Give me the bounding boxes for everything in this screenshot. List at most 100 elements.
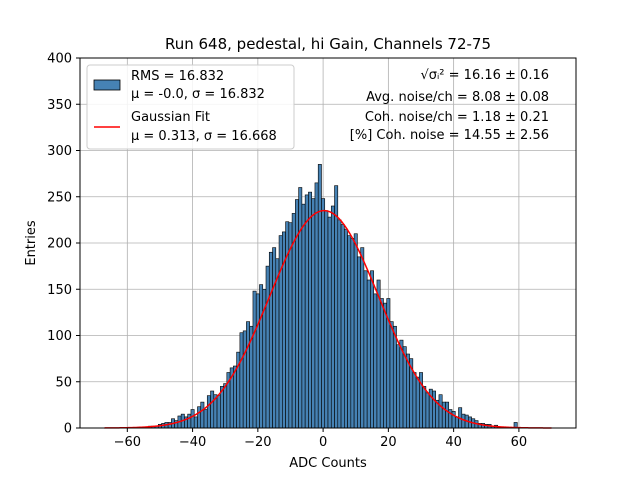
histogram-bar bbox=[193, 416, 198, 429]
histogram-bar bbox=[187, 413, 192, 429]
histogram-bar bbox=[210, 390, 215, 429]
histogram-bar bbox=[197, 406, 202, 429]
histogram-bar bbox=[203, 409, 208, 429]
gaussian-fit-curve bbox=[104, 209, 552, 429]
histogram-bar bbox=[311, 198, 316, 429]
histogram-bar bbox=[239, 332, 244, 429]
histogram-bar bbox=[350, 238, 355, 429]
y-tick-label: 0 bbox=[64, 422, 72, 437]
histogram-bar bbox=[304, 194, 309, 429]
histogram-bar bbox=[392, 325, 397, 429]
histogram-bar bbox=[324, 210, 329, 429]
histogram-bar bbox=[334, 185, 339, 429]
histogram-bar bbox=[432, 390, 436, 429]
legend: RMS = 16.832 μ = -0.0, σ = 16.832 Gaussi… bbox=[86, 64, 295, 150]
x-tick-label: 20 bbox=[380, 435, 397, 450]
histogram-bar bbox=[268, 251, 273, 429]
histogram-bar bbox=[399, 339, 404, 429]
legend-histogram-label: RMS = 16.832 bbox=[131, 69, 224, 84]
y-tick-label: 200 bbox=[47, 237, 72, 252]
y-tick-label: 350 bbox=[47, 98, 72, 113]
histogram-bar bbox=[422, 386, 427, 429]
histogram-bar bbox=[347, 235, 352, 429]
annotation-coh-noise-percent: [%] Coh. noise = 14.55 ± 2.56 bbox=[350, 128, 549, 143]
annotation-avg-noise: Avg. noise/ch = 8.08 ± 0.08 bbox=[366, 90, 549, 105]
y-tick-label: 100 bbox=[47, 329, 72, 344]
histogram-bar bbox=[308, 191, 312, 429]
histogram-bar bbox=[370, 270, 374, 429]
histogram-bar bbox=[252, 290, 257, 429]
annotation-sigma-symbol: √σᵢ² bbox=[420, 68, 444, 83]
histogram-bar bbox=[330, 205, 335, 429]
x-tick-label: 40 bbox=[445, 435, 462, 450]
chart-title: Run 648, pedestal, hi Gain, Channels 72-… bbox=[165, 35, 491, 53]
legend-fit-sublabel: μ = 0.313, σ = 16.668 bbox=[131, 129, 277, 144]
histogram-bar bbox=[278, 235, 283, 429]
histogram-bar bbox=[366, 279, 371, 429]
histogram-bar bbox=[206, 395, 211, 429]
x-tick-label: −60 bbox=[114, 435, 141, 450]
histogram-bar bbox=[376, 279, 381, 429]
histogram-bar bbox=[360, 247, 365, 429]
y-axis-label: Entries bbox=[24, 220, 39, 266]
y-tick-label: 250 bbox=[47, 190, 72, 205]
y-tick-label: 50 bbox=[55, 375, 72, 390]
histogram-bar bbox=[223, 383, 228, 429]
histogram-bar bbox=[441, 401, 446, 429]
histogram-bar bbox=[246, 321, 250, 429]
x-tick-label: −20 bbox=[244, 435, 271, 450]
legend-box bbox=[86, 64, 295, 150]
histogram-bar bbox=[337, 219, 342, 429]
noise-annotations: √σᵢ² = 16.16 ± 0.16 Avg. noise/ch = 8.08… bbox=[350, 68, 549, 143]
histogram-bar bbox=[190, 409, 195, 429]
histogram-bar bbox=[314, 182, 319, 429]
histogram-bar bbox=[288, 222, 293, 429]
histogram-bar bbox=[200, 401, 205, 429]
histogram-bar bbox=[233, 365, 237, 429]
histogram-bar bbox=[255, 293, 260, 429]
annotation-sigma-value: = 16.16 ± 0.16 bbox=[445, 68, 549, 83]
histogram-bar bbox=[216, 395, 221, 429]
histogram-bar bbox=[317, 164, 322, 429]
x-axis-ticks: −60 −40 −20 0 20 40 60 bbox=[114, 428, 528, 450]
histogram-bars bbox=[138, 164, 518, 429]
histogram-bar bbox=[445, 401, 450, 429]
histogram-bar bbox=[275, 258, 280, 429]
histogram-bar bbox=[412, 372, 417, 429]
histogram-bar bbox=[242, 330, 247, 429]
y-axis-ticks: 0 50 100 150 200 250 300 350 400 bbox=[47, 52, 80, 437]
histogram-bar bbox=[415, 376, 420, 429]
y-tick-label: 300 bbox=[47, 144, 72, 159]
histogram-bar bbox=[340, 224, 345, 429]
legend-histogram-sublabel: μ = -0.0, σ = 16.832 bbox=[131, 87, 265, 102]
histogram-bar bbox=[298, 187, 303, 429]
histogram-bar bbox=[321, 198, 326, 429]
x-tick-label: 60 bbox=[511, 435, 528, 450]
histogram-bar bbox=[383, 302, 388, 429]
y-tick-label: 150 bbox=[47, 283, 72, 298]
annotation-sigma: √σᵢ² = 16.16 ± 0.16 bbox=[420, 68, 549, 83]
histogram-bar bbox=[301, 203, 306, 429]
histogram-bar bbox=[259, 284, 264, 429]
histogram-bar bbox=[425, 392, 430, 429]
histogram-bar bbox=[379, 298, 384, 429]
histogram-bar bbox=[461, 413, 466, 429]
histogram-bar bbox=[265, 265, 270, 429]
histogram-bar bbox=[389, 321, 394, 429]
histogram-bar bbox=[363, 270, 368, 429]
histogram-bar bbox=[357, 256, 361, 429]
annotation-coh-noise: Coh. noise/ch = 1.18 ± 0.21 bbox=[365, 110, 549, 125]
x-axis-label: ADC Counts bbox=[289, 456, 367, 471]
histogram-bar bbox=[344, 228, 348, 429]
histogram-bar bbox=[396, 344, 401, 429]
legend-histogram-swatch bbox=[93, 79, 121, 91]
y-tick-label: 400 bbox=[47, 52, 72, 67]
x-tick-label: −40 bbox=[179, 435, 206, 450]
histogram-bar bbox=[438, 394, 443, 429]
histogram-bar bbox=[373, 293, 378, 429]
histogram-bar bbox=[454, 416, 459, 429]
histogram-bar bbox=[272, 247, 277, 429]
x-tick-label: 0 bbox=[319, 435, 327, 450]
legend-fit-label: Gaussian Fit bbox=[131, 110, 210, 125]
